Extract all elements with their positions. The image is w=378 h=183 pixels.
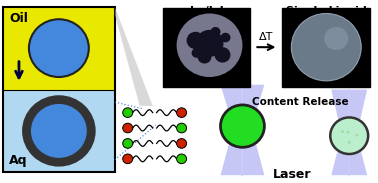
Circle shape [123,154,133,164]
FancyBboxPatch shape [3,89,115,172]
Circle shape [348,141,351,144]
Circle shape [291,14,361,81]
FancyBboxPatch shape [3,7,115,89]
Circle shape [347,131,350,134]
Text: Oil: Oil [9,12,28,25]
Circle shape [177,154,187,164]
Circle shape [215,47,231,63]
Circle shape [192,48,201,58]
Circle shape [123,108,133,117]
Text: ΔT: ΔT [259,32,274,42]
Circle shape [31,104,87,158]
Polygon shape [115,7,153,106]
Circle shape [324,27,348,50]
Circle shape [123,123,133,133]
Circle shape [211,27,220,37]
Circle shape [27,100,91,162]
Polygon shape [331,89,367,154]
Circle shape [123,139,133,148]
FancyBboxPatch shape [163,8,251,87]
Circle shape [177,108,187,117]
Circle shape [341,130,344,133]
Text: Aq: Aq [9,154,28,167]
Circle shape [195,30,223,57]
Circle shape [187,32,204,49]
Text: Single Liquid: Single Liquid [286,6,367,16]
Circle shape [355,134,358,137]
Polygon shape [220,105,264,175]
Text: Content Release: Content Release [253,97,349,107]
Text: Lo/Ld: Lo/Ld [190,6,223,16]
Circle shape [198,50,212,64]
Circle shape [330,117,368,154]
FancyBboxPatch shape [282,8,370,87]
Circle shape [177,139,187,148]
Circle shape [177,123,187,133]
Circle shape [177,14,242,77]
Polygon shape [331,117,367,175]
Circle shape [29,19,89,77]
Circle shape [220,33,231,42]
Circle shape [220,105,264,147]
Text: Laser: Laser [273,169,311,182]
Circle shape [204,45,215,55]
Polygon shape [220,85,264,147]
